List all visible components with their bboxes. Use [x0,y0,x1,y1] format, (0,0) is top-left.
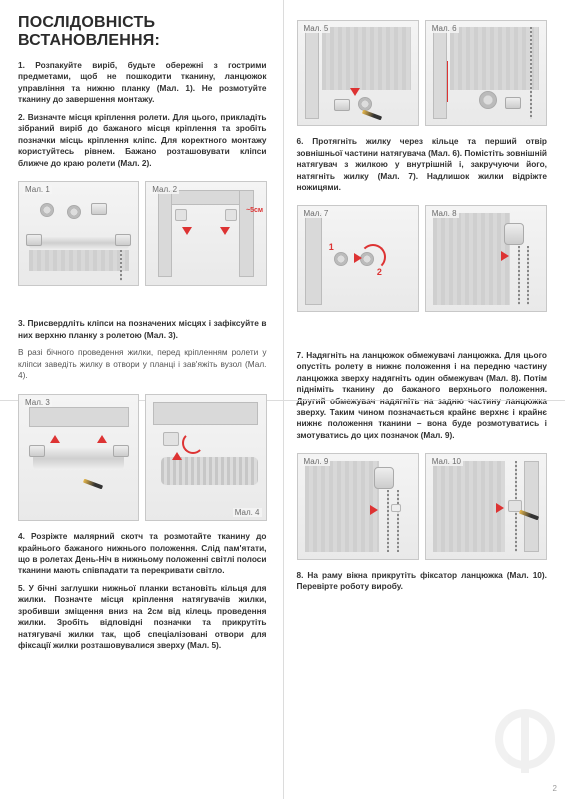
fig-row-3-4: Мал. 3 Мал. 4 [18,394,267,522]
figure-7: Мал. 7 1 2 [297,205,419,311]
figure-label: Мал. 9 [302,457,331,466]
para-2: 2. Визначте місця кріплення ролети. Для … [18,112,267,169]
figure-label: Мал. 2 [150,185,179,194]
para-5: 5. У бічні заглушки нижньої планки встан… [18,583,267,652]
watermark-logo [495,709,555,769]
fig-row-1-2: Мал. 1 Мал. 2 ~5см [18,181,267,286]
para-1: 1. Розпакуйте виріб, будьте обережні з г… [18,60,267,106]
fig-row-9-10: Мал. 9 Мал. 10 [297,453,548,559]
para-3b: В разі бічного проведення жилки, перед к… [18,347,267,381]
dimension-5cm: ~5см [246,207,263,214]
figure-label: Мал. 4 [233,508,262,517]
figure-8: Мал. 8 [425,205,547,311]
figure-label: Мал. 3 [23,398,52,407]
page-title: ПОСЛІДОВНІСТЬ ВСТАНОВЛЕННЯ: [18,14,267,50]
figure-10: Мал. 10 [425,453,547,559]
figure-4: Мал. 4 [145,394,266,522]
fig-row-7-8: Мал. 7 1 2 Мал. 8 [297,205,548,311]
fig-row-5-6: Мал. 5 Мал. 6 [297,20,548,126]
para-7: 7. Надягніть на ланцюжок обмежувачі ланц… [297,350,548,442]
step-num-1: 1 [329,242,334,252]
figure-label: Мал. 8 [430,209,459,218]
para-3: 3. Присвердліть кліпси на позначених міс… [18,318,267,341]
figure-6: Мал. 6 [425,20,547,126]
figure-label: Мал. 6 [430,24,459,33]
figure-label: Мал. 5 [302,24,331,33]
figure-label: Мал. 10 [430,457,463,466]
figure-1: Мал. 1 [18,181,139,286]
figure-9: Мал. 9 [297,453,419,559]
figure-label: Мал. 7 [302,209,331,218]
figure-5: Мал. 5 [297,20,419,126]
para-8: 8. На раму вікна прикрутіть фіксатор лан… [297,570,548,593]
para-4: 4. Розріжте малярний скотч та розмотайте… [18,531,267,577]
figure-3: Мал. 3 [18,394,139,522]
page-number: 2 [553,784,557,793]
figure-2: Мал. 2 ~5см [145,181,266,286]
para-6: 6. Протягніть жилку через кільце та перш… [297,136,548,193]
figure-label: Мал. 1 [23,185,52,194]
